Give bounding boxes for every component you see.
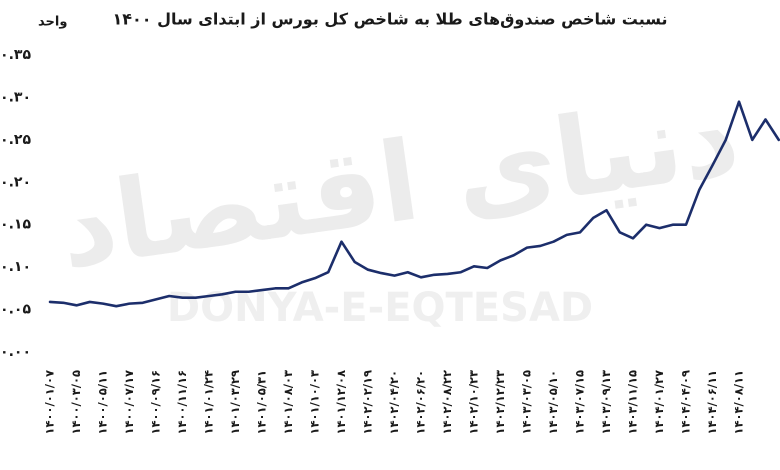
x-tick-label: ۱۴۰۰/۰۹/۱۶ <box>149 370 163 435</box>
y-tick-label: ۰.۳۰ <box>0 89 31 105</box>
y-tick-label: ۰.۰۵ <box>0 302 31 318</box>
x-tick-label: ۱۴۰۴/۰۸/۱۱ <box>732 370 746 435</box>
x-tick-label: ۱۴۰۱/۱۲/۰۸ <box>334 370 348 435</box>
y-tick-label: ۰.۲۰ <box>0 174 31 190</box>
y-axis-label: واحد <box>38 15 67 30</box>
x-tick-label: ۱۴۰۰/۰۷/۱۷ <box>122 370 136 435</box>
x-tick-label: ۱۴۰۲/۰۶/۲۰ <box>414 370 428 435</box>
x-tick-label: ۱۴۰۱/۰۳/۲۹ <box>228 370 242 435</box>
y-tick-label: ۰.۱۰ <box>0 259 31 275</box>
x-tick-label: ۱۴۰۰/۱۱/۱۶ <box>175 370 189 435</box>
x-tick-label: ۱۴۰۰/۰۱/۰۷ <box>43 370 57 435</box>
x-tick-label: ۱۴۰۲/۰۲/۱۹ <box>361 370 375 435</box>
y-tick-label: ۰.۲۵ <box>0 132 31 148</box>
x-tick-label: ۱۴۰۱/۰۸/۰۳ <box>281 370 295 435</box>
x-tick-label: ۱۴۰۳/۰۹/۱۳ <box>599 370 613 435</box>
y-tick-label: ۰.۳۵ <box>0 47 31 63</box>
x-tick-label: ۱۴۰۱/۱۰/۰۳ <box>308 370 322 435</box>
x-tick-label: ۱۴۰۴/۰۶/۱۱ <box>705 370 719 435</box>
x-tick-label: ۱۴۰۳/۰۳/۰۵ <box>520 370 534 435</box>
x-tick-label: ۱۴۰۳/۰۵/۱۰ <box>546 370 560 435</box>
x-tick-label: ۱۴۰۱/۰۱/۲۴ <box>202 370 216 435</box>
watermark: دنیای اقتصاد <box>51 71 746 293</box>
x-tick-label: ۱۴۰۲/۰۸/۲۲ <box>440 370 454 435</box>
x-tick-label: ۱۴۰۲/۱۰/۲۳ <box>467 370 481 435</box>
line-series <box>48 100 780 308</box>
x-tick-label: ۱۴۰۴/۰۴/۰۹ <box>679 370 693 435</box>
x-tick-label: ۱۴۰۲/۱۲/۲۳ <box>493 370 507 435</box>
x-tick-label: ۱۴۰۰/۰۳/۰۵ <box>69 370 83 435</box>
y-tick-label: ۰.۱۵ <box>0 217 31 233</box>
x-tick-label: ۱۴۰۱/۰۵/۳۱ <box>255 370 269 435</box>
y-tick-label: ۰.۰۰ <box>0 344 31 360</box>
x-tick-label: ۱۴۰۲/۰۴/۲۰ <box>387 370 401 435</box>
x-tick-label: ۱۴۰۰/۰۵/۱۱ <box>96 370 110 435</box>
x-tick-label: ۱۴۰۴/۰۱/۲۷ <box>652 370 666 435</box>
chart-title: نسبت شاخص صندوق‌های طلا به شاخص کل بورس … <box>112 10 667 29</box>
x-tick-label: ۱۴۰۳/۱۱/۱۵ <box>626 370 640 435</box>
x-tick-label: ۱۴۰۳/۰۷/۱۵ <box>573 370 587 435</box>
